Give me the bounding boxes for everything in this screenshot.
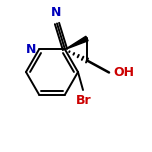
Text: N: N <box>26 43 36 56</box>
Text: N: N <box>51 7 61 19</box>
Polygon shape <box>65 36 88 50</box>
Text: Br: Br <box>76 94 92 107</box>
Text: OH: OH <box>113 66 134 79</box>
